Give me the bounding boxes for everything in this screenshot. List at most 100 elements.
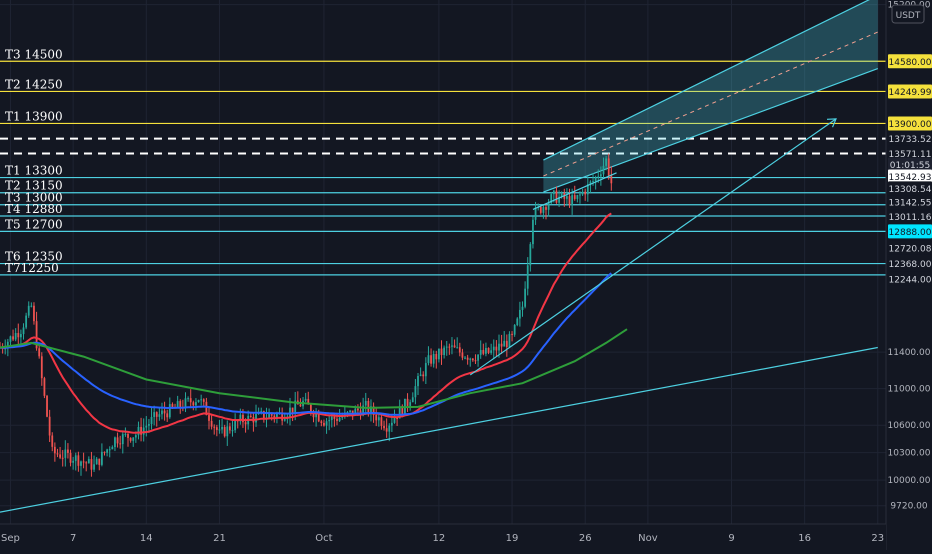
candle-body bbox=[338, 417, 341, 421]
candle-body bbox=[179, 401, 182, 408]
candle-body bbox=[148, 424, 150, 426]
price-tick-label: 10300.00 bbox=[888, 449, 931, 459]
candle-body bbox=[140, 426, 142, 435]
candle-body bbox=[417, 376, 419, 387]
candle-body bbox=[362, 405, 365, 416]
candle-body bbox=[325, 421, 328, 426]
candle-body bbox=[87, 459, 90, 464]
candle-body bbox=[573, 195, 576, 199]
candle-body bbox=[273, 415, 276, 418]
candle-body bbox=[411, 397, 414, 403]
time-tick-label: 19 bbox=[506, 533, 519, 544]
candle-body bbox=[315, 413, 318, 418]
price-tick-label: 9720.00 bbox=[890, 502, 927, 512]
price-tag bbox=[888, 146, 932, 161]
candle-body bbox=[276, 413, 278, 418]
candle-body bbox=[27, 305, 30, 316]
candle-body bbox=[30, 305, 33, 307]
time-axis[interactable]: Sep 7 14 21 Oct 12 19 26 Nov 9 16 23 bbox=[0, 523, 886, 550]
candle-body bbox=[422, 374, 425, 377]
candle-body bbox=[184, 398, 187, 409]
candle-body bbox=[500, 343, 503, 347]
candle-body bbox=[558, 196, 560, 203]
candle-body bbox=[524, 288, 527, 307]
price-tag bbox=[888, 131, 932, 146]
candle-body bbox=[229, 426, 231, 431]
price-tag bbox=[888, 116, 932, 131]
candle-body bbox=[432, 353, 435, 364]
time-tick-label: 16 bbox=[798, 533, 811, 544]
candle-body bbox=[171, 404, 174, 407]
candle-body bbox=[17, 333, 20, 338]
candle-body bbox=[294, 400, 297, 413]
candle-body bbox=[542, 207, 545, 213]
time-axis-background bbox=[0, 524, 886, 550]
moving-average-line bbox=[0, 212, 612, 434]
currency-label: USDT bbox=[896, 11, 921, 21]
candle-body bbox=[67, 449, 69, 453]
candle-body bbox=[401, 406, 404, 415]
trendline[interactable] bbox=[469, 118, 837, 376]
candle-body bbox=[231, 430, 234, 432]
price-tick-label: 10600.00 bbox=[888, 421, 931, 431]
price-tag-label: 12888.00 bbox=[889, 228, 932, 238]
candle-body bbox=[20, 334, 22, 338]
candle-body bbox=[419, 374, 422, 377]
price-tag bbox=[888, 169, 932, 184]
candle-body bbox=[490, 350, 493, 353]
price-level-label: T6 12350 bbox=[5, 250, 63, 264]
price-tag-label: 14249.99 bbox=[889, 88, 932, 98]
candle-body bbox=[602, 165, 605, 175]
grid bbox=[0, 0, 886, 524]
currency-button[interactable] bbox=[891, 4, 925, 24]
price-level-label: T5 12700 bbox=[5, 217, 63, 231]
time-tick-label: 12 bbox=[433, 533, 446, 544]
time-tick-label: Sep bbox=[1, 533, 20, 544]
candle-body bbox=[498, 343, 500, 351]
candle-body bbox=[187, 398, 189, 400]
trendlines[interactable] bbox=[0, 118, 878, 513]
price-tag bbox=[888, 84, 932, 99]
channel-upper-line[interactable] bbox=[543, 0, 877, 161]
candle-body bbox=[51, 435, 54, 447]
trendline[interactable] bbox=[0, 346, 878, 513]
price-axis[interactable]: 15200.0013900.0011400.0011000.0010600.00… bbox=[885, 0, 932, 550]
candle-body bbox=[64, 449, 67, 458]
candle-body bbox=[380, 417, 383, 426]
candle-body bbox=[566, 196, 568, 199]
candle-body bbox=[289, 407, 291, 417]
moving-averages bbox=[0, 212, 628, 434]
trendline[interactable] bbox=[532, 172, 617, 210]
price-tag-label: 13142.55 bbox=[889, 199, 932, 209]
candle-body bbox=[161, 410, 163, 415]
price-tag-label: 12244.00 bbox=[889, 275, 932, 285]
price-tag bbox=[888, 256, 932, 271]
candle-body bbox=[552, 190, 555, 195]
candle-body bbox=[592, 181, 594, 183]
price-tick-label: 11400.00 bbox=[888, 348, 931, 358]
candle-body bbox=[607, 158, 610, 176]
candle-body bbox=[317, 413, 320, 422]
candle-body bbox=[605, 158, 607, 166]
candle-body bbox=[132, 437, 135, 441]
candle-body bbox=[388, 425, 391, 432]
candle-body bbox=[511, 333, 513, 335]
candle-body bbox=[195, 402, 197, 406]
candle-body bbox=[145, 425, 148, 428]
candle-body bbox=[137, 426, 140, 436]
price-level-label: T1 13300 bbox=[5, 164, 63, 178]
candle-body bbox=[398, 406, 401, 419]
price-tag bbox=[888, 54, 932, 69]
candle-body bbox=[393, 417, 396, 423]
candle-body bbox=[424, 363, 427, 377]
candle-body bbox=[513, 324, 516, 335]
moving-average-line bbox=[0, 272, 612, 416]
candle-body bbox=[291, 407, 294, 413]
candle-body bbox=[471, 358, 474, 361]
candle-body bbox=[396, 417, 398, 419]
channel[interactable] bbox=[543, 0, 879, 193]
candle-body bbox=[270, 413, 273, 416]
channel-lower-line[interactable] bbox=[543, 68, 879, 193]
